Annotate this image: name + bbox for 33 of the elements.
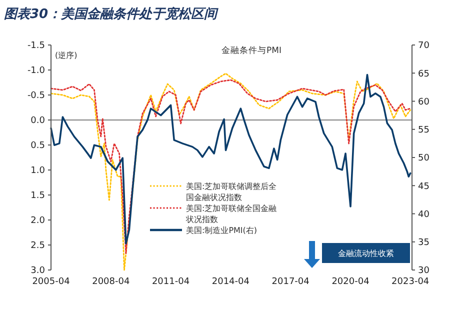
x-tick-label: 2005-04 bbox=[32, 277, 70, 287]
legend-label: 美国:芝加哥联储调整后全国金融状况指数 bbox=[186, 182, 277, 202]
y2-tick-label: 45 bbox=[418, 182, 430, 192]
y-tick-label: 2.0 bbox=[30, 216, 46, 226]
y-tick-label: 0.0 bbox=[30, 116, 46, 126]
y-tick-label: 1.5 bbox=[30, 191, 45, 202]
y-tick-label: 1.0 bbox=[30, 166, 46, 176]
y2-tick-label: 60 bbox=[418, 97, 430, 108]
y2-tick-label: 30 bbox=[418, 266, 430, 276]
y2-tick-label: 65 bbox=[418, 69, 430, 80]
y-tick-label: -1.5 bbox=[27, 41, 45, 52]
y-tick-label: -0.5 bbox=[27, 91, 45, 102]
annotation: (逆序) bbox=[55, 51, 78, 60]
legend-label: 美国:制造业PMI(右) bbox=[186, 226, 258, 235]
annotation: 金融流动性收紧 bbox=[338, 249, 394, 258]
y2-tick-label: 55 bbox=[418, 126, 430, 136]
y2-tick-label: 35 bbox=[418, 238, 430, 248]
legend-label: 美国:芝加哥联储全国金融状况指数 bbox=[185, 204, 277, 224]
y2-tick-label: 40 bbox=[418, 210, 430, 220]
annotation: 金融条件与PMI bbox=[222, 45, 282, 56]
x-tick-label: 2023-04 bbox=[392, 277, 430, 287]
x-tick-label: 2020-04 bbox=[332, 277, 370, 287]
y-tick-label: 2.5 bbox=[30, 241, 45, 252]
x-tick-label: 2014-04 bbox=[212, 277, 250, 287]
x-tick-label: 2008-04 bbox=[92, 277, 130, 287]
y2-tick-label: 70 bbox=[418, 41, 430, 52]
y-tick-label: -1.0 bbox=[27, 66, 46, 76]
x-tick-label: 2017-04 bbox=[272, 277, 310, 287]
y2-tick-label: 50 bbox=[418, 154, 430, 164]
y-tick-label: 3.0 bbox=[30, 266, 46, 276]
chart-title: 图表30：美国金融条件处于宽松区间 bbox=[4, 6, 220, 22]
y-tick-label: 0.5 bbox=[30, 141, 45, 152]
x-tick-label: 2011-04 bbox=[152, 277, 190, 287]
